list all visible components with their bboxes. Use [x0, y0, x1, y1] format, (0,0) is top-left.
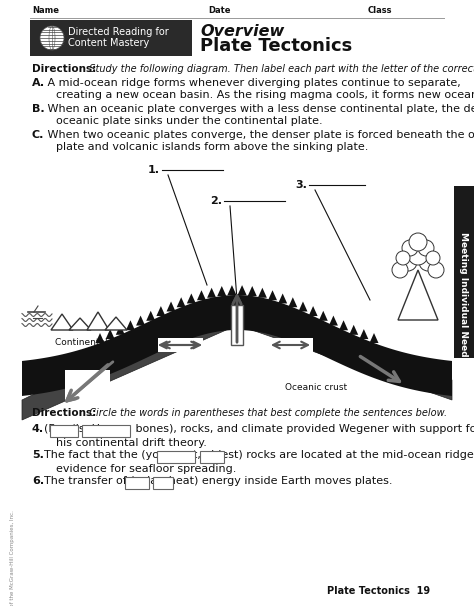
Text: 6.: 6. — [32, 476, 44, 486]
Text: evidence for seafloor spreading.: evidence for seafloor spreading. — [56, 464, 237, 474]
Text: Class: Class — [368, 6, 392, 15]
Polygon shape — [156, 306, 165, 316]
Polygon shape — [207, 288, 216, 298]
Polygon shape — [69, 318, 91, 330]
Text: Copyright © Glencoe/McGraw-Hill, a division of the McGraw-Hill Companies, Inc.: Copyright © Glencoe/McGraw-Hill, a divis… — [9, 510, 15, 606]
Polygon shape — [232, 300, 452, 400]
Text: 4.: 4. — [32, 424, 44, 434]
Polygon shape — [299, 302, 308, 311]
Circle shape — [419, 253, 437, 271]
Text: plate and volcanic islands form above the sinking plate.: plate and volcanic islands form above th… — [56, 142, 368, 152]
Bar — [157, 451, 195, 463]
Polygon shape — [398, 270, 438, 320]
Text: (Fossils, Human bones), rocks, and climate provided Wegener with support for: (Fossils, Human bones), rocks, and clima… — [44, 424, 474, 434]
Polygon shape — [339, 320, 348, 330]
Polygon shape — [309, 306, 318, 316]
Circle shape — [426, 251, 440, 265]
Text: 2.: 2. — [210, 196, 222, 206]
Polygon shape — [95, 333, 104, 343]
Text: Name: Name — [32, 6, 59, 15]
Bar — [50, 425, 78, 437]
Polygon shape — [319, 311, 328, 321]
Circle shape — [396, 251, 410, 265]
Circle shape — [409, 233, 427, 251]
Circle shape — [428, 262, 444, 278]
Polygon shape — [228, 285, 237, 295]
Text: 1.: 1. — [148, 165, 160, 175]
Text: Plate Tectonics: Plate Tectonics — [200, 37, 352, 55]
Text: Content Mastery: Content Mastery — [68, 38, 149, 48]
Polygon shape — [22, 295, 452, 396]
Polygon shape — [187, 293, 196, 304]
Polygon shape — [116, 325, 125, 335]
Polygon shape — [217, 286, 226, 296]
Text: Plate Tectonics  19: Plate Tectonics 19 — [327, 586, 430, 596]
Text: Directions:: Directions: — [32, 64, 96, 74]
Text: The fact that the (youngest, oldest) rocks are located at the mid-ocean ridges i: The fact that the (youngest, oldest) roc… — [44, 450, 474, 460]
Text: Directions:: Directions: — [32, 408, 96, 418]
Polygon shape — [349, 325, 358, 335]
Polygon shape — [258, 288, 267, 298]
Text: Meeting Individual Needs: Meeting Individual Needs — [459, 232, 468, 362]
Bar — [82, 425, 130, 437]
Polygon shape — [268, 290, 277, 300]
Polygon shape — [106, 329, 115, 339]
Text: his continental drift theory.: his continental drift theory. — [56, 438, 207, 448]
Polygon shape — [177, 298, 186, 307]
Text: Overview: Overview — [200, 24, 284, 39]
Circle shape — [418, 240, 434, 256]
Text: A mid-ocean ridge forms whenever diverging plates continue to separate,: A mid-ocean ridge forms whenever divergi… — [44, 78, 461, 88]
Bar — [231, 305, 243, 345]
Bar — [65, 370, 110, 400]
Text: 5.: 5. — [32, 450, 44, 460]
Circle shape — [399, 253, 417, 271]
Polygon shape — [288, 298, 297, 307]
Circle shape — [408, 245, 428, 265]
Bar — [158, 338, 203, 352]
Polygon shape — [136, 316, 145, 325]
Polygon shape — [370, 333, 379, 343]
Text: When an oceanic plate converges with a less dense continental plate, the denser: When an oceanic plate converges with a l… — [44, 104, 474, 114]
Text: Date: Date — [209, 6, 231, 15]
Polygon shape — [22, 300, 242, 420]
Polygon shape — [146, 311, 155, 321]
Bar — [153, 477, 173, 489]
Polygon shape — [359, 329, 368, 339]
Polygon shape — [105, 317, 127, 330]
Text: 3.: 3. — [295, 180, 307, 190]
Text: Circle the words in parentheses that best complete the sentences below.: Circle the words in parentheses that bes… — [83, 408, 447, 418]
Polygon shape — [126, 320, 135, 330]
Bar — [200, 451, 224, 463]
Polygon shape — [237, 285, 246, 295]
Bar — [125, 477, 149, 489]
Polygon shape — [329, 316, 338, 325]
Polygon shape — [51, 314, 73, 330]
Text: Directed Reading for: Directed Reading for — [68, 27, 169, 37]
Polygon shape — [278, 293, 287, 304]
Text: When two oceanic plates converge, the denser plate is forced beneath the other: When two oceanic plates converge, the de… — [44, 130, 474, 140]
Text: oceanic plate sinks under the continental plate.: oceanic plate sinks under the continenta… — [56, 116, 323, 126]
Bar — [454, 186, 474, 358]
Polygon shape — [87, 312, 109, 330]
Text: A.: A. — [32, 78, 45, 88]
Text: Study the following diagram. Then label each part with the letter of the correct: Study the following diagram. Then label … — [83, 64, 474, 74]
Bar — [268, 338, 313, 352]
Text: Oceanic crust: Oceanic crust — [285, 383, 347, 392]
Bar — [30, 20, 192, 56]
Polygon shape — [166, 302, 175, 311]
Text: Continental crust: Continental crust — [55, 338, 133, 347]
Text: B.: B. — [32, 104, 45, 114]
Text: The transfer of (solar, heat) energy inside Earth moves plates.: The transfer of (solar, heat) energy ins… — [44, 476, 392, 486]
Circle shape — [392, 262, 408, 278]
Text: creating a new ocean basin. As the rising magma cools, it forms new ocean crust.: creating a new ocean basin. As the risin… — [56, 90, 474, 100]
Text: C.: C. — [32, 130, 45, 140]
Circle shape — [402, 240, 418, 256]
Polygon shape — [197, 290, 206, 300]
Polygon shape — [248, 286, 257, 296]
Circle shape — [40, 26, 64, 50]
